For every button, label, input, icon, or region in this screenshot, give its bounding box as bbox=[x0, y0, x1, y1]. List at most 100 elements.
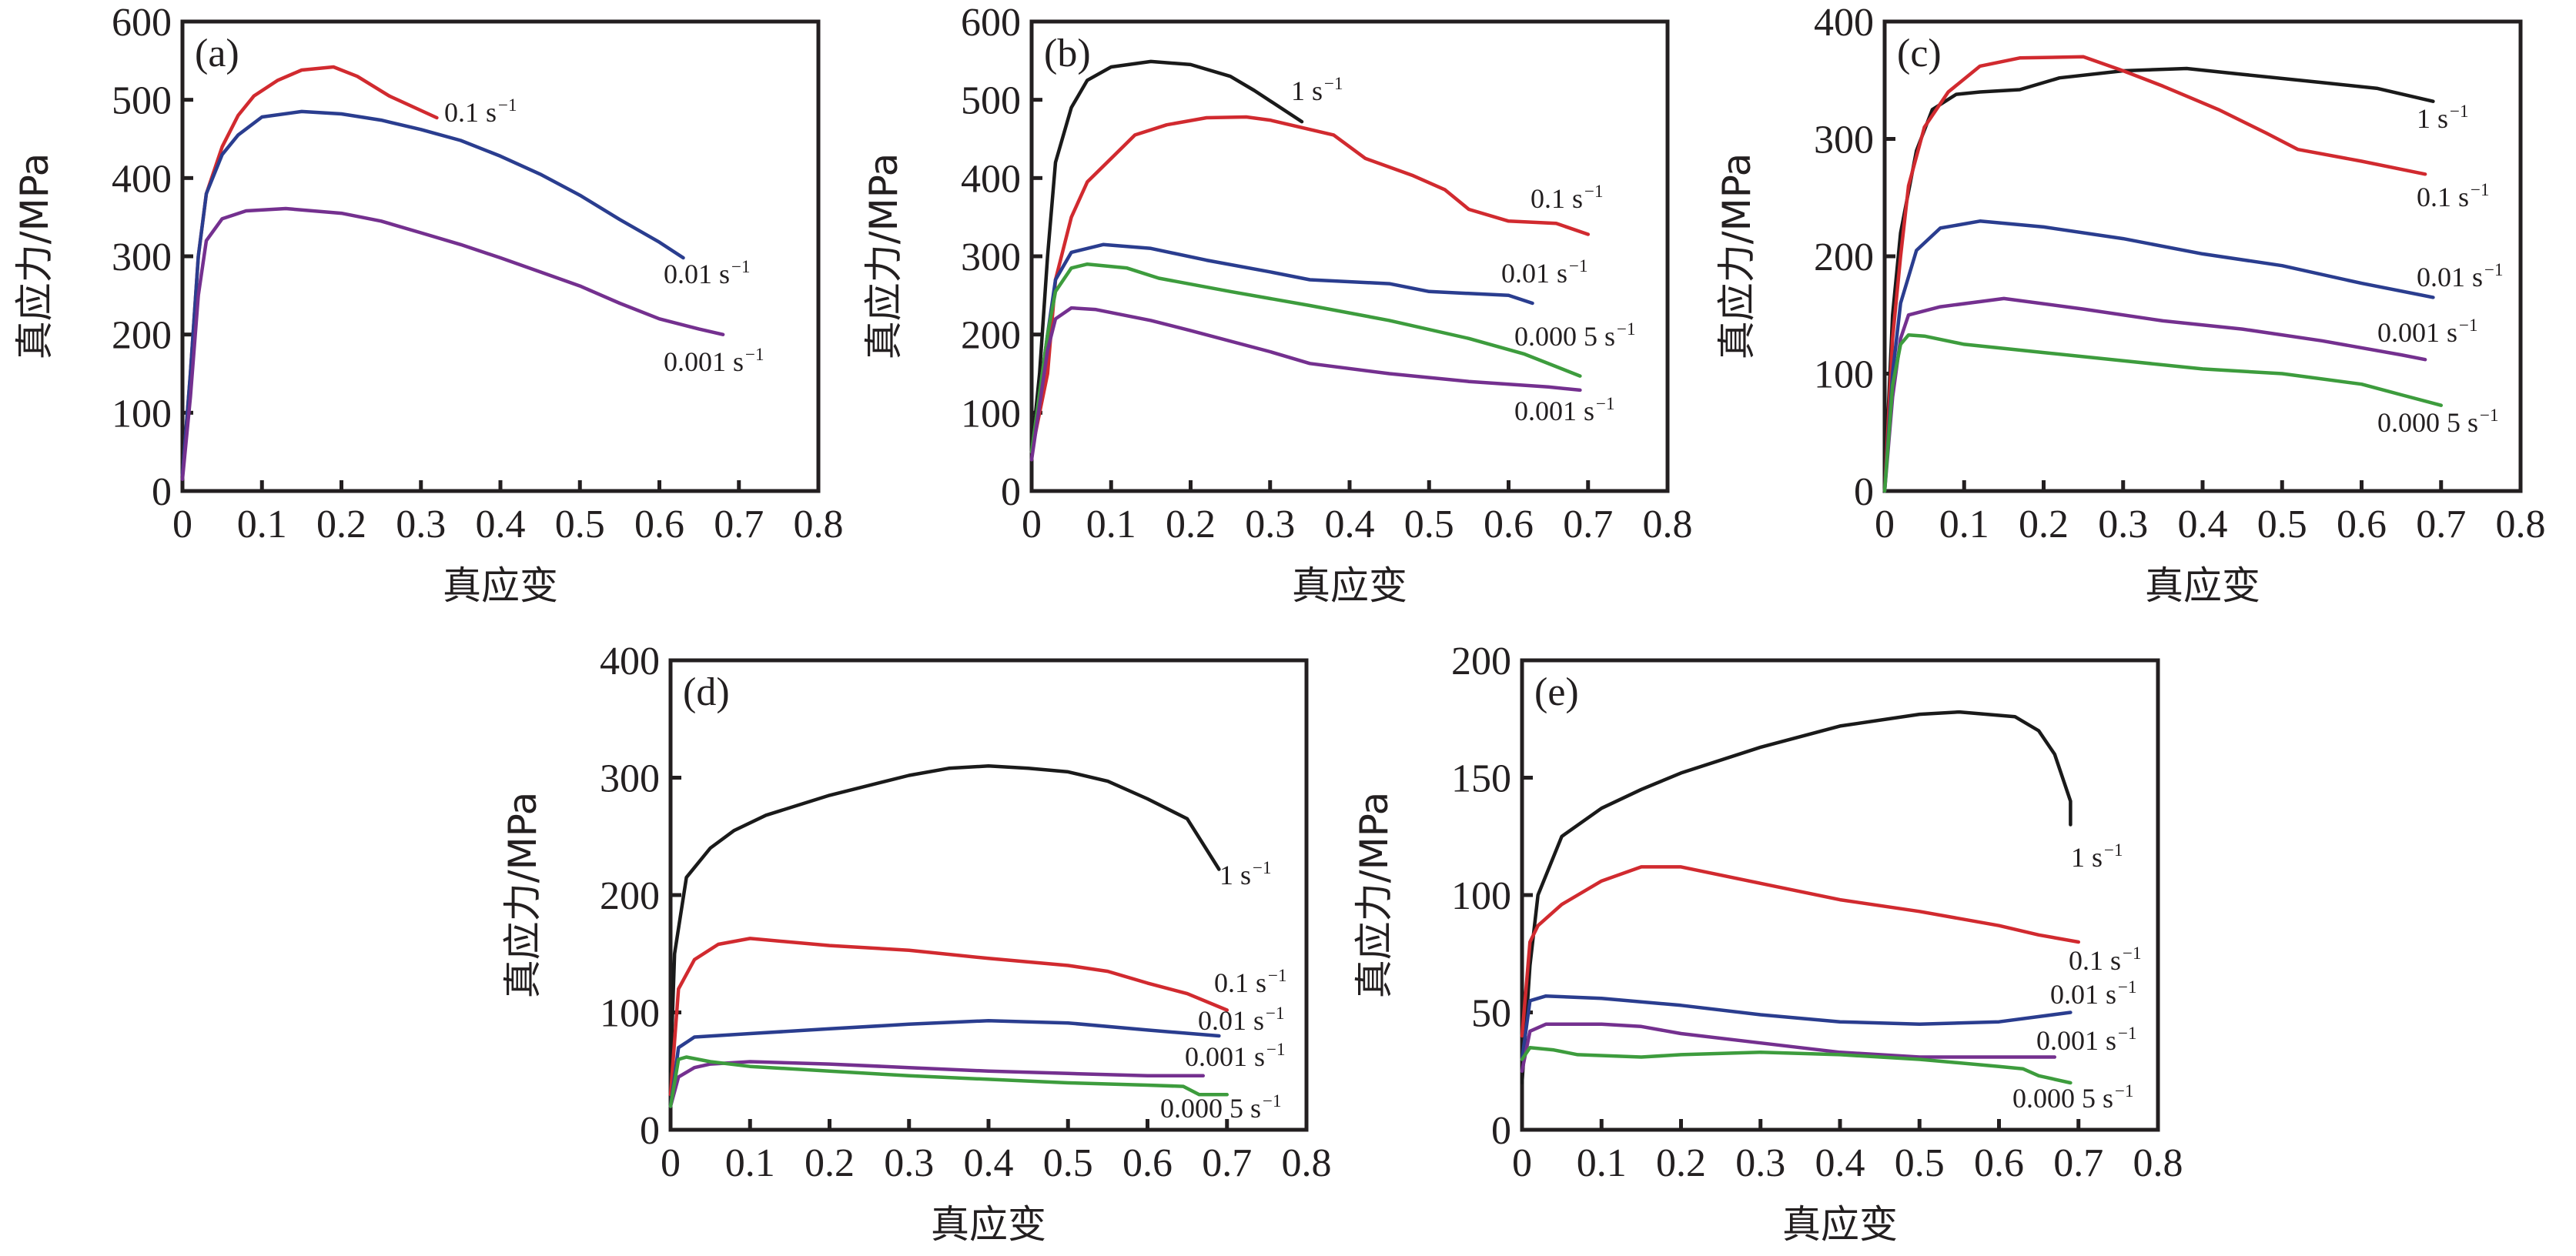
x-tick-label: 0.5 bbox=[2257, 503, 2307, 546]
y-tick-label: 150 bbox=[1451, 757, 1511, 801]
series-line-0_01s1 bbox=[1520, 994, 2073, 1061]
series-label-superscript: −1 bbox=[1584, 182, 1603, 201]
series-label-superscript: −1 bbox=[1569, 256, 1587, 276]
x-tick-label: 0.2 bbox=[1656, 1141, 1706, 1185]
x-tick-label: 0.1 bbox=[1086, 503, 1136, 546]
y-tick-label: 300 bbox=[112, 236, 172, 279]
series-line-0_0005s1 bbox=[1520, 1046, 2073, 1085]
series-label-text: 0.01 s bbox=[2050, 979, 2116, 1010]
series-label-text: 0.1 s bbox=[1214, 967, 1266, 998]
series-line-0_01s1 bbox=[668, 1018, 1221, 1108]
series-label-text: 0.000 5 s bbox=[2012, 1083, 2113, 1114]
panel-tag: (e) bbox=[1534, 670, 1579, 714]
x-tick-label: 0.3 bbox=[396, 503, 446, 546]
series-line-0_01s1 bbox=[1882, 219, 2435, 493]
x-axis-title: 真应变 bbox=[931, 1202, 1046, 1247]
x-tick-label: 0.7 bbox=[2416, 503, 2466, 546]
series-line-0_01s1 bbox=[1029, 242, 1534, 454]
series-label-superscript: −1 bbox=[498, 95, 517, 115]
series-line-0_1s1 bbox=[180, 65, 439, 477]
y-tick-label: 300 bbox=[600, 757, 660, 801]
series-label-text: 0.001 s bbox=[2036, 1025, 2116, 1056]
y-axis-title: 真应力/MPa bbox=[500, 792, 545, 999]
series-line-0_0005s1 bbox=[1882, 332, 2444, 493]
series-label-text: 0.000 5 s bbox=[1160, 1093, 1261, 1124]
series-label-superscript: −1 bbox=[2123, 944, 2141, 963]
series-label: 0.000 5 s−1 bbox=[1514, 319, 1636, 352]
series-label: 0.000 5 s−1 bbox=[1160, 1091, 1282, 1124]
series-label-text: 0.000 5 s bbox=[2377, 407, 2478, 438]
x-tick-label: 0.2 bbox=[805, 1141, 855, 1185]
x-tick-label: 0.3 bbox=[1245, 503, 1295, 546]
x-tick-label: 0.1 bbox=[725, 1141, 775, 1185]
y-axis-title: 真应力/MPa bbox=[1715, 153, 1759, 360]
series-line-0_001s1 bbox=[1520, 1022, 2057, 1074]
y-tick-label: 400 bbox=[1814, 1, 1874, 45]
series-label: 0.001 s−1 bbox=[664, 345, 764, 377]
series-line-1s1 bbox=[668, 764, 1221, 1074]
series-label: 1 s−1 bbox=[1219, 858, 1272, 890]
series-line-1s1 bbox=[1520, 710, 2073, 1085]
series-label-text: 0.001 s bbox=[2377, 317, 2457, 348]
y-tick-label: 200 bbox=[600, 874, 660, 918]
y-tick-label: 100 bbox=[112, 392, 172, 436]
series-label-superscript: −1 bbox=[2471, 180, 2489, 199]
y-tick-label: 200 bbox=[1451, 640, 1511, 683]
x-tick-label: 0.8 bbox=[1282, 1141, 1332, 1185]
series-line-0_1s1 bbox=[668, 937, 1229, 1097]
series-label-superscript: −1 bbox=[1253, 858, 1271, 877]
x-tick-label: 0.8 bbox=[794, 503, 844, 546]
series-label: 1 s−1 bbox=[2417, 102, 2469, 134]
series-label-superscript: −1 bbox=[1266, 1040, 1285, 1059]
series-label-superscript: −1 bbox=[1266, 1004, 1284, 1023]
series-line-0_1s1 bbox=[1882, 55, 2427, 493]
series-label: 0.1 s−1 bbox=[444, 95, 517, 128]
y-tick-label: 100 bbox=[961, 392, 1021, 436]
series-label: 0.000 5 s−1 bbox=[2012, 1081, 2134, 1114]
x-axis-title: 真应变 bbox=[1782, 1202, 1898, 1247]
y-tick-label: 100 bbox=[600, 992, 660, 1036]
series-line-0_0005s1 bbox=[668, 1055, 1229, 1108]
series-label: 0.1 s−1 bbox=[2417, 180, 2490, 212]
x-tick-label: 0.1 bbox=[1577, 1141, 1627, 1185]
series-label-superscript: −1 bbox=[1617, 319, 1635, 339]
series-label-superscript: −1 bbox=[2450, 102, 2468, 121]
x-tick-label: 0.3 bbox=[884, 1141, 934, 1185]
x-tick-label: 0.8 bbox=[2496, 503, 2546, 546]
y-tick-label: 200 bbox=[112, 314, 172, 358]
y-tick-label: 400 bbox=[112, 157, 172, 201]
panel-e: 0 0.1 0.2 0.3 0.4 0.5 0.6 0.7 0.8 0 50 100 150 200 (e)… bbox=[1352, 640, 2183, 1247]
x-tick-label: 0 bbox=[172, 503, 192, 546]
x-tick-label: 0 bbox=[661, 1141, 681, 1185]
series-label-text: 1 s bbox=[1291, 75, 1323, 106]
series-label-text: 1 s bbox=[1219, 860, 1251, 890]
series-line-1s1 bbox=[1029, 59, 1304, 454]
series-line-0_1s1 bbox=[1520, 865, 2081, 1038]
panel-tag: (b) bbox=[1044, 32, 1091, 75]
y-tick-label: 100 bbox=[1814, 353, 1874, 397]
series-label-text: 0.01 s bbox=[1501, 258, 1567, 289]
series-label: 1 s−1 bbox=[1291, 74, 1343, 106]
y-tick-label: 100 bbox=[1451, 874, 1511, 918]
x-tick-label: 0.2 bbox=[1166, 503, 1216, 546]
series-label-text: 1 s bbox=[2417, 103, 2448, 134]
panel-b: 0 0.1 0.2 0.3 0.4 0.5 0.6 0.7 0.8 0 100 200 300 400 50… bbox=[861, 1, 1693, 608]
series-label-text: 0.000 5 s bbox=[1514, 321, 1615, 352]
x-tick-label: 0.3 bbox=[2098, 503, 2148, 546]
y-tick-label: 300 bbox=[961, 236, 1021, 279]
x-tick-label: 0.1 bbox=[237, 503, 287, 546]
y-tick-label: 0 bbox=[640, 1109, 660, 1153]
series-label-superscript: −1 bbox=[1324, 74, 1343, 93]
x-tick-label: 0.4 bbox=[2178, 503, 2228, 546]
x-tick-label: 0.4 bbox=[964, 1141, 1014, 1185]
y-tick-label: 50 bbox=[1471, 992, 1511, 1036]
series-label: 0.001 s−1 bbox=[2036, 1024, 2137, 1056]
series-label-text: 0.01 s bbox=[1198, 1005, 1264, 1036]
series-label: 0.001 s−1 bbox=[2377, 316, 2478, 348]
x-tick-label: 0.7 bbox=[1563, 503, 1613, 546]
x-tick-label: 0.7 bbox=[2053, 1141, 2103, 1185]
panel-tag: (a) bbox=[195, 32, 239, 75]
x-tick-label: 0.5 bbox=[1895, 1141, 1945, 1185]
y-tick-label: 400 bbox=[961, 157, 1021, 201]
series-label-superscript: −1 bbox=[745, 345, 764, 364]
